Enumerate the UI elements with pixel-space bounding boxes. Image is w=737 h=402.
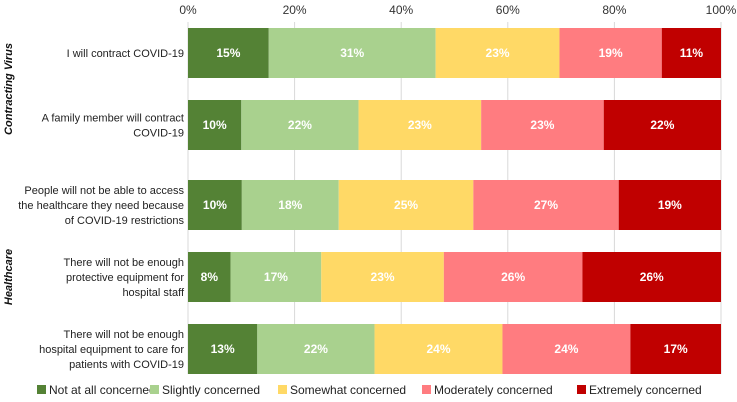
category-label-line: A family member will contract (42, 113, 184, 125)
bar-segment (435, 28, 560, 78)
category-label: People will not be able to access the hea… (18, 185, 184, 227)
data-label: 22% (288, 118, 312, 132)
category-label-line: of COVID-19 restrictions (65, 215, 185, 227)
bar-segment (661, 28, 721, 78)
legend-label: Moderately concerned (434, 383, 553, 397)
data-label: 22% (304, 342, 328, 356)
data-label: 23% (371, 270, 395, 284)
category-label-line: I will contract COVID-19 (67, 48, 184, 60)
category-label: There will not be enough protective equip… (64, 257, 185, 299)
data-label: 13% (211, 342, 235, 356)
category-label-line: There will not be enough (64, 257, 184, 269)
data-label: 25% (394, 198, 418, 212)
data-label: 26% (640, 270, 664, 284)
data-label: 23% (408, 118, 432, 132)
bar-segment (603, 100, 721, 150)
bar-segment (321, 252, 444, 302)
category-groups: Contracting Virus Healthcare (3, 43, 15, 305)
category-labels: I will contract COVID-19 A family member … (18, 48, 185, 371)
bars: 15% 31% 23% 19% 11% 10% 22% 23% 23% 22% 10% 18% 25% 2… (188, 28, 721, 374)
group-label: Contracting Virus (3, 43, 15, 135)
category-label-line: People will not be able to access (24, 185, 184, 197)
bar-segment (502, 324, 631, 374)
category-label-line: protective equipment for (66, 272, 184, 284)
legend-swatch (422, 385, 431, 394)
bar-segment (374, 324, 503, 374)
category-label-line: patients with COVID-19 (69, 359, 184, 371)
bar-segment (257, 324, 375, 374)
bar-segment (188, 324, 258, 374)
data-label: 23% (530, 118, 554, 132)
bar-segment (188, 252, 231, 302)
legend-swatch (577, 385, 586, 394)
bar-segment (188, 180, 242, 230)
bar-segment (241, 180, 339, 230)
data-label: 18% (278, 198, 302, 212)
category-label: I will contract COVID-19 (67, 48, 184, 60)
data-label: 26% (501, 270, 525, 284)
bar-segment (241, 100, 359, 150)
data-label: 10% (203, 118, 227, 132)
bar-segment (338, 180, 474, 230)
bar-segment (230, 252, 322, 302)
bar-segment (188, 28, 269, 78)
category-label-line: hospital staff (122, 287, 185, 299)
bar-segment (559, 28, 662, 78)
x-tick-label: 40% (389, 3, 413, 17)
data-label: 27% (534, 198, 558, 212)
data-label: 19% (599, 46, 623, 60)
data-label: 11% (680, 46, 704, 60)
data-label: 17% (264, 270, 288, 284)
data-label: 19% (658, 198, 682, 212)
category-label: A family member will contract COVID-19 (42, 113, 184, 140)
group-label: Healthcare (3, 249, 15, 305)
bar-segment (443, 252, 583, 302)
data-label: 24% (554, 342, 578, 356)
bar-segment (188, 100, 242, 150)
x-tick-label: 20% (283, 3, 307, 17)
data-label: 8% (201, 270, 219, 284)
category-label-line: COVID-19 (133, 128, 184, 140)
x-tick-label: 0% (179, 3, 197, 17)
legend-swatch (37, 385, 46, 394)
category-label-line: There will not be enough (64, 329, 184, 341)
x-axis-ticks: 0% 20% 40% 60% 80% 100% (179, 3, 736, 17)
bar-segment (582, 252, 721, 302)
category-label-line: the healthcare they need because (18, 200, 184, 212)
data-label: 10% (203, 198, 227, 212)
data-label: 17% (664, 342, 688, 356)
data-label: 24% (426, 342, 450, 356)
legend-label: Not at all concerned (49, 383, 156, 397)
x-tick-label: 60% (496, 3, 520, 17)
legend-label: Extremely concerned (589, 383, 702, 397)
bar-segment (481, 100, 604, 150)
x-tick-label: 80% (602, 3, 626, 17)
data-label: 22% (650, 118, 674, 132)
legend: Not at all concerned Slightly concerned So… (37, 383, 702, 397)
legend-swatch (150, 385, 159, 394)
data-label: 23% (486, 46, 510, 60)
bar-segment (473, 180, 619, 230)
category-label-line: hospital equipment to care for (39, 344, 184, 356)
data-label: 31% (340, 46, 364, 60)
legend-label: Slightly concerned (162, 383, 260, 397)
category-label: There will not be enough hospital equipme… (39, 329, 184, 371)
bar-segment (618, 180, 721, 230)
legend-swatch (278, 385, 287, 394)
legend-label: Somewhat concerned (290, 383, 406, 397)
bar-segment (268, 28, 436, 78)
bar-segment (358, 100, 482, 150)
x-tick-label: 100% (706, 3, 737, 17)
bar-segment (630, 324, 721, 374)
data-label: 15% (216, 46, 240, 60)
